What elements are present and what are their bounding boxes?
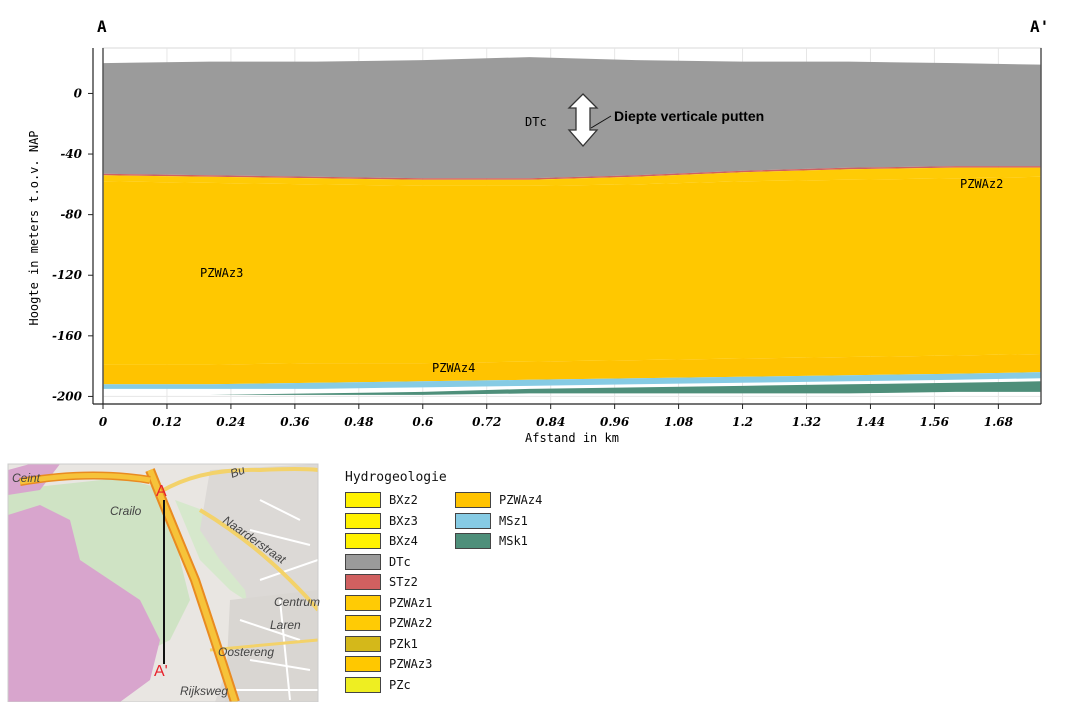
- layer-label-pzwaz4: PZWAz4: [432, 361, 475, 375]
- map-label-ceint: Ceint: [12, 471, 41, 485]
- legend-item: PZWAz2: [345, 613, 432, 634]
- legend-item: STz2: [345, 572, 432, 593]
- x-tick-label: 0.36: [280, 415, 310, 429]
- x-tick-label: 1.44: [856, 415, 885, 429]
- annotation-depth-wells: Diepte verticale putten: [614, 108, 764, 124]
- legend-label: PZWAz1: [389, 595, 433, 610]
- x-axis-title: Afstand in km: [525, 431, 619, 445]
- legend-item: BXz2: [345, 490, 432, 511]
- x-tick-label: 0: [99, 415, 108, 429]
- y-tick-label: -80: [60, 208, 82, 222]
- y-tick-label: -200: [52, 389, 83, 403]
- legend-item: BXz3: [345, 511, 432, 532]
- x-tick-label: 1.08: [664, 415, 694, 429]
- legend-swatch: [455, 492, 491, 509]
- legend-swatch: [345, 594, 381, 611]
- y-tick-label: -160: [52, 329, 83, 343]
- legend-item: MSz1: [455, 511, 542, 532]
- x-tick-label: 0.6: [412, 415, 434, 429]
- legend-item: BXz4: [345, 531, 432, 552]
- location-map: [7, 463, 319, 702]
- layer-stz2: [103, 166, 1041, 180]
- legend-label: MSk1: [499, 534, 528, 549]
- layer-pzwaz4: [103, 354, 1041, 385]
- legend-label: PZWAz3: [389, 657, 433, 672]
- legend-label: DTc: [389, 554, 411, 569]
- x-tick-label: 1.56: [920, 415, 950, 429]
- legend-swatch: [345, 553, 381, 570]
- legend-swatch: [455, 533, 491, 550]
- map-label-rijksweg: Rijksweg: [180, 684, 228, 698]
- legend-label: PZWAz4: [499, 493, 543, 508]
- y-tick-label: 0: [74, 86, 83, 100]
- map-label-oostereng: Oostereng: [218, 645, 274, 659]
- legend-swatch: [345, 656, 381, 673]
- legend-item: PZWAz1: [345, 593, 432, 614]
- legend-label: PZWAz2: [389, 616, 433, 631]
- legend-swatch: [345, 533, 381, 550]
- legend-swatch: [345, 492, 381, 509]
- map-label-crailo: Crailo: [110, 504, 142, 518]
- x-tick-label: 0.24: [216, 415, 245, 429]
- legend-item: PZk1: [345, 634, 432, 655]
- legend-swatch: [455, 512, 491, 529]
- layer-msz1: [103, 372, 1041, 389]
- legend-label: BXz3: [389, 513, 418, 528]
- legend-swatch: [345, 676, 381, 693]
- geological-layers: [103, 57, 1041, 395]
- y-axis-ticks: 0 -40 -80 -120 -160 -200: [52, 86, 93, 403]
- x-tick-label: 0.48: [344, 415, 374, 429]
- layer-label-dtc: DTc: [525, 115, 547, 129]
- legend-swatch: [345, 512, 381, 529]
- y-tick-label: -40: [60, 147, 82, 161]
- legend-column-1: BXz2 BXz3 BXz4 DTc STz2 PZWAz1 PZWAz2 PZk1 PZWAz…: [345, 490, 432, 695]
- map-label-centrum: Centrum: [274, 595, 320, 609]
- y-tick-label: -120: [52, 268, 83, 282]
- legend-label: BXz4: [389, 534, 418, 549]
- map-point-a: A: [156, 483, 167, 500]
- y-axis-title: Hoogte in meters t.o.v. NAP: [27, 130, 41, 325]
- legend-swatch: [345, 615, 381, 632]
- legend-swatch: [345, 574, 381, 591]
- legend-swatch: [345, 635, 381, 652]
- x-tick-label: 0.84: [536, 415, 565, 429]
- x-axis-ticks: 0 0.12 0.24 0.36 0.48 0.6 0.72 0.84 0.96 1.08 1.2 1…: [99, 404, 1014, 429]
- layer-label-pzwaz2: PZWAz2: [960, 177, 1003, 191]
- x-tick-label: 1.32: [792, 415, 821, 429]
- layer-pzwaz3: [103, 176, 1041, 365]
- map-label-laren: Laren: [270, 618, 301, 632]
- x-tick-label: 0.72: [472, 415, 501, 429]
- section-start-label: A: [97, 17, 107, 36]
- legend-title: Hydrogeologie: [345, 470, 447, 485]
- x-tick-label: 0.12: [152, 415, 181, 429]
- legend-column-2: PZWAz4 MSz1 MSk1: [455, 490, 542, 552]
- depth-double-arrow: [567, 93, 599, 147]
- annotation-leader-line: [590, 115, 612, 129]
- map-label-bu: Bu: [228, 463, 247, 481]
- legend-label: MSz1: [499, 513, 528, 528]
- legend-item: PZc: [345, 675, 432, 696]
- layer-dtc: [103, 57, 1041, 179]
- layer-pzwaz2: [103, 167, 1041, 186]
- x-tick-label: 0.96: [600, 415, 630, 429]
- x-tick-label: 1.68: [984, 415, 1014, 429]
- legend-label: PZk1: [389, 636, 418, 651]
- section-end-label: A': [1030, 17, 1049, 36]
- legend-item: MSk1: [455, 531, 542, 552]
- legend-item: PZWAz3: [345, 654, 432, 675]
- layer-label-pzwaz3: PZWAz3: [200, 266, 243, 280]
- map-point-a-prime: A': [154, 663, 168, 680]
- legend-label: BXz2: [389, 493, 418, 508]
- legend-label: PZc: [389, 677, 411, 692]
- layer-msk1: [103, 381, 1041, 395]
- legend-label: STz2: [389, 575, 418, 590]
- legend-item: DTc: [345, 552, 432, 573]
- x-tick-label: 1.2: [732, 415, 753, 429]
- legend: Hydrogeologie BXz2 BXz3 BXz4 DTc STz2 PZWAz1 P…: [345, 470, 605, 702]
- legend-item: PZWAz4: [455, 490, 542, 511]
